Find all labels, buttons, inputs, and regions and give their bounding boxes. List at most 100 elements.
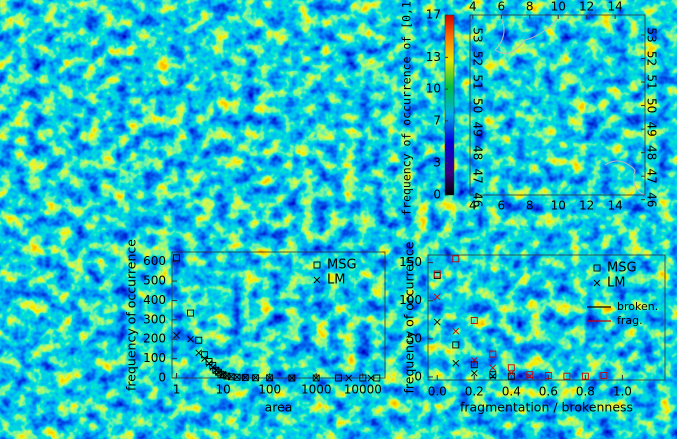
data-point: [187, 335, 194, 343]
legend-label: LM: [327, 273, 345, 288]
data-point: [173, 332, 180, 339]
y-tick-label: 50: [176, 98, 190, 113]
data-point: [507, 364, 515, 372]
x-tick-label: 0.2: [465, 385, 484, 399]
data-point: [233, 373, 241, 381]
y-tick-label: 50: [407, 331, 422, 345]
legend-symbol: [313, 261, 321, 269]
y-tick-label: 200: [143, 332, 166, 346]
sidebar-text: • max. possible frequency: 24: [59, 37, 73, 210]
y-tick-label: 52: [471, 51, 485, 66]
data-point: [252, 374, 259, 381]
colorbar-tick-label: 6: [138, 110, 146, 124]
y-tick-label: 46: [352, 192, 366, 207]
data-point: [433, 318, 441, 326]
panel: [110, 228, 390, 420]
x-tick-label: 12: [285, 0, 300, 14]
x-tick-label: 1.0: [613, 385, 632, 399]
plot-frame: [427, 254, 666, 381]
x-tick-label: 6: [203, 0, 211, 14]
caption: Underestimation of small cloud areas and…: [4, 418, 601, 437]
y-tick-label: 100: [399, 293, 422, 307]
x-tick-label: 10000: [344, 383, 382, 397]
y-tick-label: 52: [645, 51, 659, 66]
y-tick-label: 0: [414, 369, 422, 383]
x-axis-label: fragmentation / brokenness: [460, 400, 633, 415]
y-tick-label: 51: [176, 74, 190, 89]
data-point: [345, 374, 353, 382]
data-point: [367, 374, 375, 382]
y-tick-label: 52: [176, 51, 190, 66]
y-tick-label: 500: [143, 274, 166, 288]
legend-label: frag.: [617, 314, 643, 327]
y-tick-label: 300: [143, 312, 166, 326]
y-tick-label: 47: [176, 169, 190, 184]
y-tick-label: 50: [471, 98, 485, 113]
colorbar-tick-label: 8: [138, 85, 146, 99]
data-point: [312, 374, 320, 382]
data-point: [266, 374, 274, 382]
colorbar-tick-label: 7: [433, 113, 441, 127]
x-tick-label: 14: [314, 199, 329, 213]
x-tick-label: 14: [314, 0, 329, 14]
data-point: [241, 374, 249, 382]
data-point: [173, 254, 180, 262]
y-tick-label: 100: [143, 351, 166, 365]
data-point: [215, 368, 222, 376]
y-tick-label: 48: [471, 145, 485, 160]
y-axis-label: frequency of occurrence: [124, 239, 139, 391]
x-tick-label: 8: [526, 0, 534, 14]
y-tick-label: 51: [352, 74, 366, 89]
x-tick-label: 10: [215, 383, 230, 397]
x-tick-label: 4: [469, 0, 477, 14]
x-tick-label: 10: [551, 0, 566, 14]
y-tick-label: 49: [352, 121, 366, 136]
x-tick-label: 1000: [301, 383, 332, 397]
legend-label: MSG: [327, 258, 357, 273]
y-tick-label: 50: [645, 98, 659, 113]
x-tick-label: 4: [469, 199, 477, 213]
colorbar-tick-label: 13: [426, 50, 441, 64]
colorbar-tick-label: 10: [426, 82, 441, 96]
y-tick-label: 48: [176, 145, 190, 160]
x-tick-label: 10: [257, 0, 272, 14]
y-axis-label: frequency of occurrence of [0,1]: [400, 0, 414, 216]
data-point: [470, 317, 478, 324]
data-point: [489, 364, 497, 372]
data-point: [452, 255, 460, 263]
sidebar-text: • [1,0]: MODIS b=1 and LM b=0: [46, 25, 60, 210]
data-point: [187, 309, 194, 317]
sidebar-text: • broken., frag. normalised to: [67, 249, 80, 412]
data-point: [581, 372, 589, 380]
y-tick-label: 51: [645, 74, 659, 89]
y-tick-label: 49: [176, 121, 190, 136]
colorbar: [149, 14, 160, 196]
x-tick-label: 12: [285, 199, 300, 213]
sidebar-box: [25, 0, 109, 215]
sidebar-text: • 00:00 – 23:00 UTC on 12.08.04: [33, 21, 47, 210]
sidebar-box: [28, 228, 106, 420]
map-image: [470, 15, 645, 195]
data-point: [266, 374, 273, 382]
x-tick-label: 4: [174, 199, 182, 213]
x-tick-label: 14: [607, 0, 622, 14]
data-point: [489, 372, 497, 380]
x-tick-label: 8: [526, 199, 534, 213]
data-point: [359, 374, 367, 382]
data-point: [470, 361, 478, 369]
data-point: [241, 374, 249, 381]
x-tick-label: 0.8: [576, 385, 595, 399]
data-point: [433, 293, 441, 301]
data-point: [201, 351, 208, 359]
y-tick-label: 400: [143, 293, 166, 307]
panel: [394, 228, 676, 420]
x-tick-label: 1: [173, 383, 181, 397]
x-tick-label: 10: [551, 199, 566, 213]
y-tick-label: 48: [645, 145, 659, 160]
y-tick-label: 50: [352, 98, 366, 113]
y-tick-label: 53: [352, 27, 366, 42]
data-point: [544, 371, 552, 379]
x-tick-label: 6: [497, 199, 505, 213]
data-point: [219, 370, 227, 378]
